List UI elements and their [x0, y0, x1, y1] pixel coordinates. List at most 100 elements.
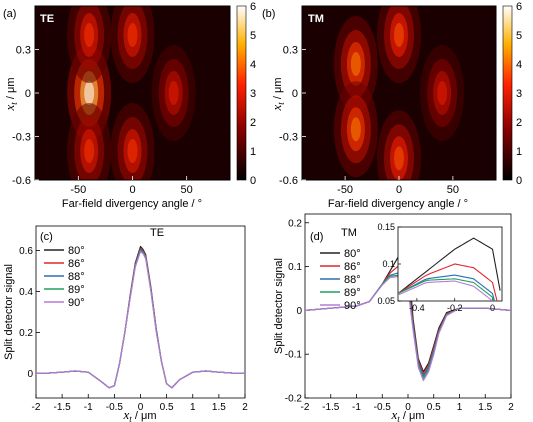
legend-label: 86° — [344, 261, 361, 273]
y-tick-label: 0.3 — [16, 45, 31, 57]
colorbar-b — [502, 5, 513, 181]
panel-c-label: (c) — [40, 231, 53, 243]
colorbar-tick-label: 3 — [250, 88, 256, 100]
panel-d-label: (d) — [310, 231, 323, 243]
inset-y-tick-label: 0.1 — [382, 259, 395, 269]
x-tick-label: -0.5 — [374, 402, 392, 413]
inset-series-line — [398, 237, 501, 295]
colorbar-tick-label: 1 — [516, 146, 522, 158]
inset-x-tick-label: 0 — [490, 303, 495, 313]
y-tick-label: 0 — [296, 306, 302, 317]
plot-d-xlabel: xt / μm — [391, 407, 425, 422]
x-tick-label: -50 — [337, 184, 353, 196]
inset-frame — [397, 226, 503, 302]
colorbar-tick-label: 4 — [250, 59, 256, 71]
y-tick-label: 0.6 — [19, 246, 33, 257]
y-tick-label: 0.3 — [283, 45, 298, 57]
y-tick-label: -0.6 — [12, 175, 31, 187]
x-tick-label: 1 — [190, 402, 196, 413]
plot-c-axes: -2 -1.5 -1 -0.5 0 0.5 1 1.5 2 0 0.2 0.4 0.6 — [19, 246, 248, 413]
x-tick-label: 0 — [396, 184, 402, 196]
x-tick-label: -0.5 — [106, 402, 124, 413]
plot-c-ylabel: Split detector signal — [3, 264, 15, 360]
plot-d-ylabel: Split detector signal — [273, 258, 285, 354]
heatmap-b-xlabel: Far-field divergency angle / ° — [328, 198, 468, 210]
colorbar-tick-label: 0 — [250, 175, 256, 187]
colorbar-tick-label: 5 — [250, 30, 256, 42]
legend-label: 86° — [68, 258, 85, 270]
x-tick-label: 0.5 — [427, 402, 441, 413]
inset-series-line — [398, 278, 495, 301]
x-tick-label: 0 — [138, 402, 144, 413]
y-tick-label: -0.6 — [279, 175, 298, 187]
heatmap-a-axes: -50 0 50 0.3 0 -0.3 -0.6 — [12, 45, 193, 197]
panel-a-label: (a) — [3, 8, 16, 20]
x-tick-label: 50 — [181, 184, 193, 196]
heatmap-lobe — [127, 23, 138, 47]
colorbar-tick-label: 5 — [516, 30, 522, 42]
panel-c: (c) TE -2 -1.5 -1 -0.5 0 0.5 1 1.5 2 0 0.2 0.4 0.6 8… — [3, 225, 248, 422]
heatmap-lobe — [437, 81, 448, 105]
heatmap-b-lobes — [333, 6, 465, 180]
x-tick-label: -1 — [352, 402, 361, 413]
y-tick-label: 0.2 — [19, 328, 33, 339]
x-tick-label: 0 — [129, 184, 135, 196]
y-tick-label: -0.3 — [279, 132, 298, 144]
colorbar-a-ticks: 6 5 4 3 2 1 0 — [250, 1, 256, 187]
panel-b: (b) TM -50 0 500.30-0.3-0.6 Far-field dive… — [262, 1, 522, 210]
inset-series-line — [398, 274, 496, 301]
inset-x-tick-label: -0.4 — [409, 303, 425, 313]
legend-label: 88° — [68, 271, 85, 283]
inset-series — [398, 237, 501, 301]
heatmap-lobe — [84, 81, 95, 105]
legend-label: 90° — [68, 297, 85, 309]
legend-label: 90° — [344, 300, 361, 312]
heatmap-b-tag: TM — [308, 13, 324, 25]
plot-c-tag: TE — [150, 227, 164, 239]
x-tick-label: 1 — [457, 402, 463, 413]
colorbar-tick-label: 3 — [516, 88, 522, 100]
colorbar-a — [236, 5, 247, 181]
colorbar-tick-label: 0 — [516, 175, 522, 187]
y-tick-label: -0.1 — [285, 350, 303, 361]
y-tick-label: 0 — [292, 88, 298, 100]
plot-c-legend: 80°86°88°89°90° — [44, 245, 85, 309]
plot-c-xlabel: xt / μm — [123, 407, 157, 422]
heatmap-lobe — [84, 23, 95, 47]
x-tick-label: 0 — [405, 402, 411, 413]
y-tick-label: 0.4 — [19, 287, 33, 298]
heatmap-a-tag: TE — [40, 13, 54, 25]
series-line — [36, 251, 245, 389]
inset-series-line — [398, 263, 498, 301]
legend-label: 80° — [344, 248, 361, 260]
inset-x-tick-label: -0.2 — [447, 303, 463, 313]
heatmap-a-ylabel: xt / μm — [2, 78, 19, 112]
colorbar-tick-label: 1 — [250, 146, 256, 158]
heatmap-lobe — [168, 81, 179, 105]
plot-c-series — [36, 245, 245, 389]
heatmap-b-axes: -50 0 50 0.3 0 -0.3 -0.6 — [279, 45, 459, 197]
inset-axes: -0.4 -0.2 0 0.15 0.1 0.05 — [377, 222, 495, 313]
x-tick-label: -2 — [32, 402, 41, 413]
inset-y-tick-label: 0.05 — [377, 296, 395, 306]
panel-a: (a) TE -50 0 500.30-0.3-0.6 Far-field dive… — [2, 1, 256, 210]
legend-label: 88° — [344, 274, 361, 286]
colorbar-tick-label: 6 — [250, 1, 256, 13]
heatmap-lobe — [350, 52, 361, 76]
y-tick-label: 0 — [25, 88, 31, 100]
y-tick-label: -0.3 — [12, 132, 31, 144]
x-tick-label: 1.5 — [212, 402, 226, 413]
panel-b-label: (b) — [262, 8, 275, 20]
x-tick-label: 50 — [447, 184, 459, 196]
legend-label: 89° — [344, 287, 361, 299]
x-tick-label: 2 — [242, 402, 248, 413]
x-tick-label: -1.5 — [54, 402, 72, 413]
y-tick-label: 0.2 — [288, 218, 302, 229]
series-line — [305, 276, 511, 382]
legend-label: 80° — [68, 245, 85, 257]
colorbar-b-ticks: 6 5 4 3 2 1 0 — [516, 1, 522, 187]
x-tick-label: -1 — [84, 402, 93, 413]
heatmap-lobe — [394, 23, 404, 47]
inset-y-tick-label: 0.15 — [377, 222, 395, 232]
